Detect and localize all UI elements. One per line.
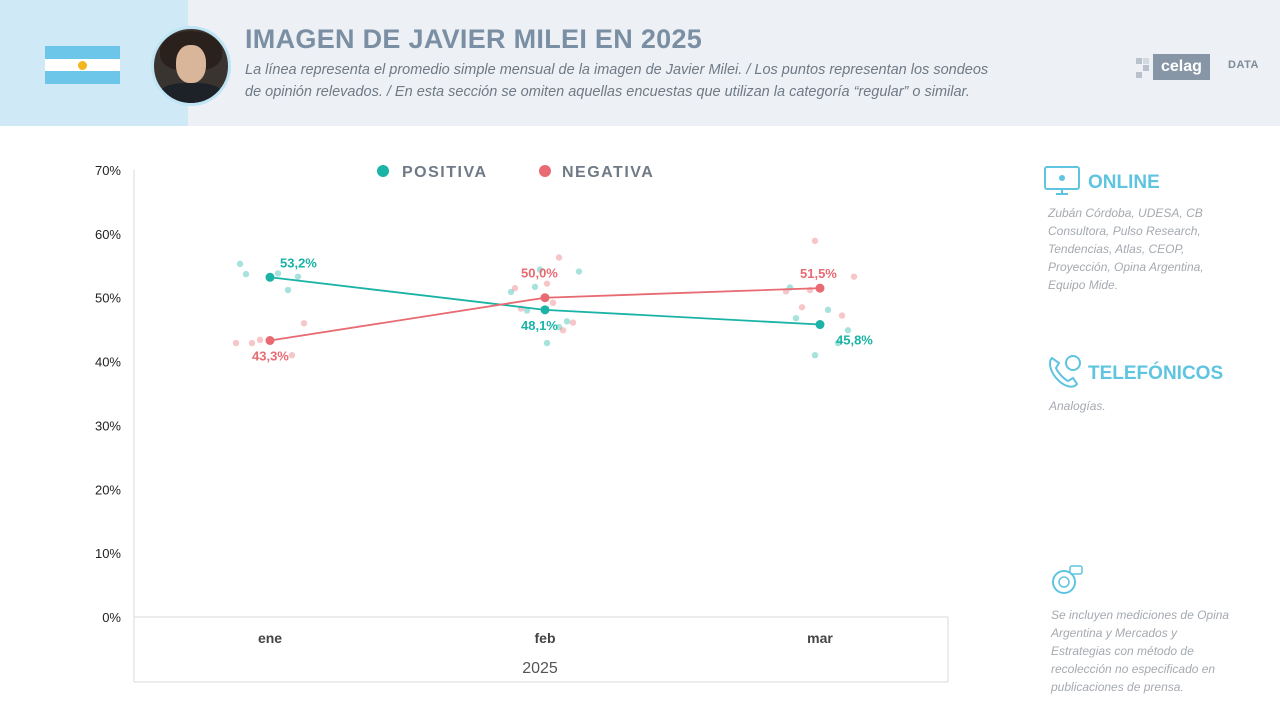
legend-positive-marker bbox=[377, 165, 389, 177]
survey-point bbox=[563, 318, 571, 325]
survey-point bbox=[288, 351, 296, 359]
page-title: IMAGEN DE JAVIER MILEI EN 2025 bbox=[245, 24, 703, 54]
series-marker bbox=[540, 293, 550, 303]
y-tick-label: 40% bbox=[95, 355, 121, 370]
survey-point bbox=[256, 336, 264, 344]
argentina-flag-icon bbox=[45, 46, 120, 84]
header: IMAGEN DE JAVIER MILEI EN 2025 La línea … bbox=[0, 0, 1280, 126]
survey-point bbox=[824, 306, 832, 314]
legend-negative-label: NEGATIVA bbox=[562, 164, 654, 181]
data-label: 48,1% bbox=[521, 318, 558, 333]
data-label: 45,8% bbox=[836, 333, 873, 348]
survey-point bbox=[555, 323, 563, 331]
survey-point bbox=[834, 339, 842, 347]
y-tick-label: 0% bbox=[102, 610, 121, 625]
x-tick-label: ene bbox=[258, 630, 282, 646]
survey-point bbox=[844, 327, 852, 334]
chart: 0% 10% 20% 30% 40% 50% 60% 70% ene feb mar 53,2% 48… bbox=[95, 163, 949, 683]
page-subtitle: La línea representa el promedio simple m… bbox=[245, 62, 989, 100]
survey-point bbox=[523, 307, 531, 314]
survey-point bbox=[569, 319, 577, 326]
survey-point bbox=[511, 284, 519, 292]
chart-legend: POSITIVA NEGATIVA bbox=[377, 164, 654, 181]
survey-point bbox=[531, 283, 539, 291]
survey-point bbox=[236, 260, 244, 268]
survey-point bbox=[248, 339, 256, 347]
survey-point bbox=[792, 314, 800, 322]
survey-point bbox=[559, 327, 567, 334]
series-marker bbox=[265, 335, 275, 345]
x-tick-label: mar bbox=[807, 630, 833, 646]
survey-point bbox=[811, 351, 819, 359]
online-label: ONLINE bbox=[1088, 172, 1160, 193]
survey-point bbox=[242, 270, 250, 278]
survey-point bbox=[555, 254, 563, 261]
survey-point bbox=[543, 280, 551, 287]
monitor-icon bbox=[1044, 166, 1080, 201]
survey-point bbox=[850, 273, 858, 280]
y-tick-label: 60% bbox=[95, 227, 121, 242]
logo-pixel-icon bbox=[1136, 58, 1156, 78]
survey-point bbox=[798, 304, 806, 311]
survey-point bbox=[274, 270, 282, 277]
survey-point bbox=[232, 339, 240, 347]
survey-point bbox=[811, 237, 819, 245]
y-tick-label: 70% bbox=[95, 163, 121, 178]
logo-suffix: DATA bbox=[1228, 59, 1259, 71]
survey-point bbox=[543, 339, 551, 347]
series-marker bbox=[815, 283, 825, 293]
x-tick-label: feb bbox=[535, 630, 556, 646]
data-label: 43,3% bbox=[252, 348, 289, 363]
y-tick-label: 50% bbox=[95, 291, 121, 306]
phone-icon bbox=[1046, 354, 1082, 395]
survey-point bbox=[536, 266, 544, 273]
data-label: 50,0% bbox=[521, 266, 558, 281]
avatar bbox=[151, 26, 231, 106]
logo-text: celag bbox=[1153, 54, 1210, 80]
data-label: 51,5% bbox=[800, 266, 837, 281]
note-text: Se incluyen mediciones de Opina Argentin… bbox=[1051, 608, 1230, 694]
x-axis-title: 2025 bbox=[522, 660, 558, 677]
survey-point bbox=[838, 312, 846, 319]
series-marker bbox=[540, 305, 550, 315]
survey-point bbox=[549, 299, 557, 307]
series-marker bbox=[265, 272, 275, 282]
y-tick-label: 20% bbox=[95, 482, 121, 497]
survey-point bbox=[300, 320, 308, 327]
y-tick-label: 30% bbox=[95, 418, 121, 433]
survey-point bbox=[284, 286, 292, 294]
survey-point bbox=[575, 268, 583, 275]
y-tick-label: 10% bbox=[95, 546, 121, 561]
support-agent-icon bbox=[1048, 564, 1084, 603]
data-label: 53,2% bbox=[280, 255, 317, 270]
survey-point bbox=[294, 273, 302, 280]
survey-point bbox=[507, 288, 515, 296]
legend-negative-marker bbox=[539, 165, 551, 177]
legend-positive-label: POSITIVA bbox=[402, 164, 488, 181]
series-marker bbox=[815, 320, 825, 330]
telefonicos-label: TELEFÓNICOS bbox=[1088, 363, 1224, 384]
online-text: Zubán Córdoba, UDESA, CB Consultora, Pul… bbox=[1048, 206, 1204, 292]
telefonicos-text: Analogías. bbox=[1049, 399, 1106, 413]
